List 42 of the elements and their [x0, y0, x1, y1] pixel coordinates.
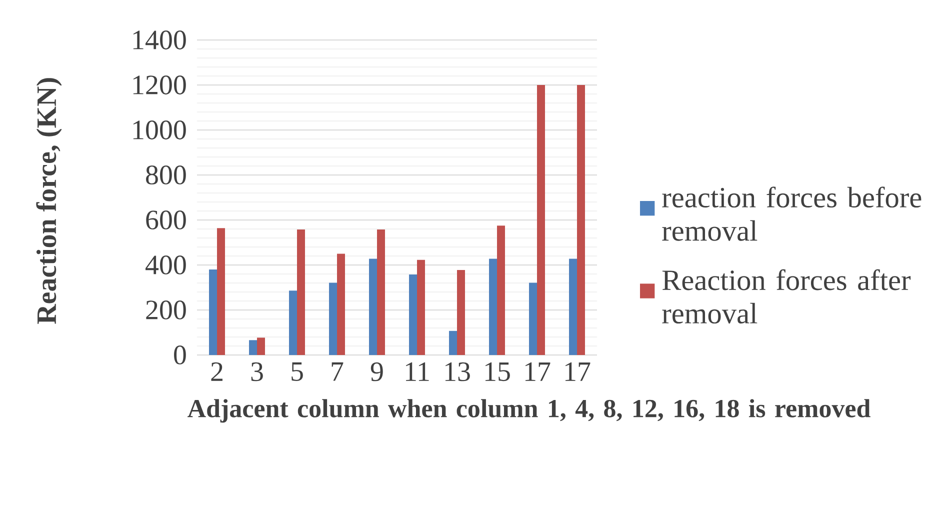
bar	[297, 229, 306, 355]
x-tick-label: 9	[370, 362, 383, 382]
legend-label: Reaction forces after removal	[662, 269, 911, 324]
legend-label: reaction forces before removal	[662, 186, 922, 241]
x-axis-title: Adjacent column when column 1, 4, 8, 12, 16, 18 is removed	[188, 399, 870, 423]
bar	[409, 274, 418, 355]
x-tick-label: 15	[485, 362, 510, 382]
x-tick-label: 3	[251, 362, 263, 382]
bar	[449, 330, 458, 355]
y-tick-label: 200	[146, 300, 186, 320]
y-tick-label: 1400	[133, 30, 186, 50]
y-tick-label: 600	[146, 210, 186, 230]
bar	[417, 260, 426, 355]
y-tick-label: 1000	[133, 120, 186, 140]
y-axis-title: Reaction force, (KN)	[36, 78, 62, 324]
x-tick-label: 13	[445, 362, 470, 382]
bar	[209, 269, 218, 355]
bar	[257, 338, 266, 355]
bar	[369, 258, 378, 355]
y-tick-label: 800	[146, 166, 186, 184]
y-tick-label: 1200	[133, 76, 186, 94]
bar	[337, 254, 346, 355]
bar	[537, 84, 546, 355]
bar	[457, 270, 466, 355]
y-tick-label: 400	[146, 256, 186, 274]
bar	[217, 228, 226, 355]
x-tick-label: 17	[525, 362, 550, 381]
y-tick-label: 0	[174, 346, 186, 364]
x-tick-label: 17	[565, 362, 590, 381]
x-tick-label: 5	[292, 362, 303, 381]
x-tick-label: 7	[332, 362, 344, 381]
bar	[249, 340, 258, 355]
bar	[489, 258, 498, 355]
bar	[329, 282, 338, 355]
bar	[377, 229, 386, 355]
bar	[577, 84, 586, 355]
bar	[497, 226, 506, 355]
x-tick-label: 2	[211, 362, 222, 381]
bar	[289, 290, 298, 355]
bar	[569, 258, 578, 355]
x-tick-label: 11	[406, 362, 429, 381]
bar	[529, 282, 538, 355]
